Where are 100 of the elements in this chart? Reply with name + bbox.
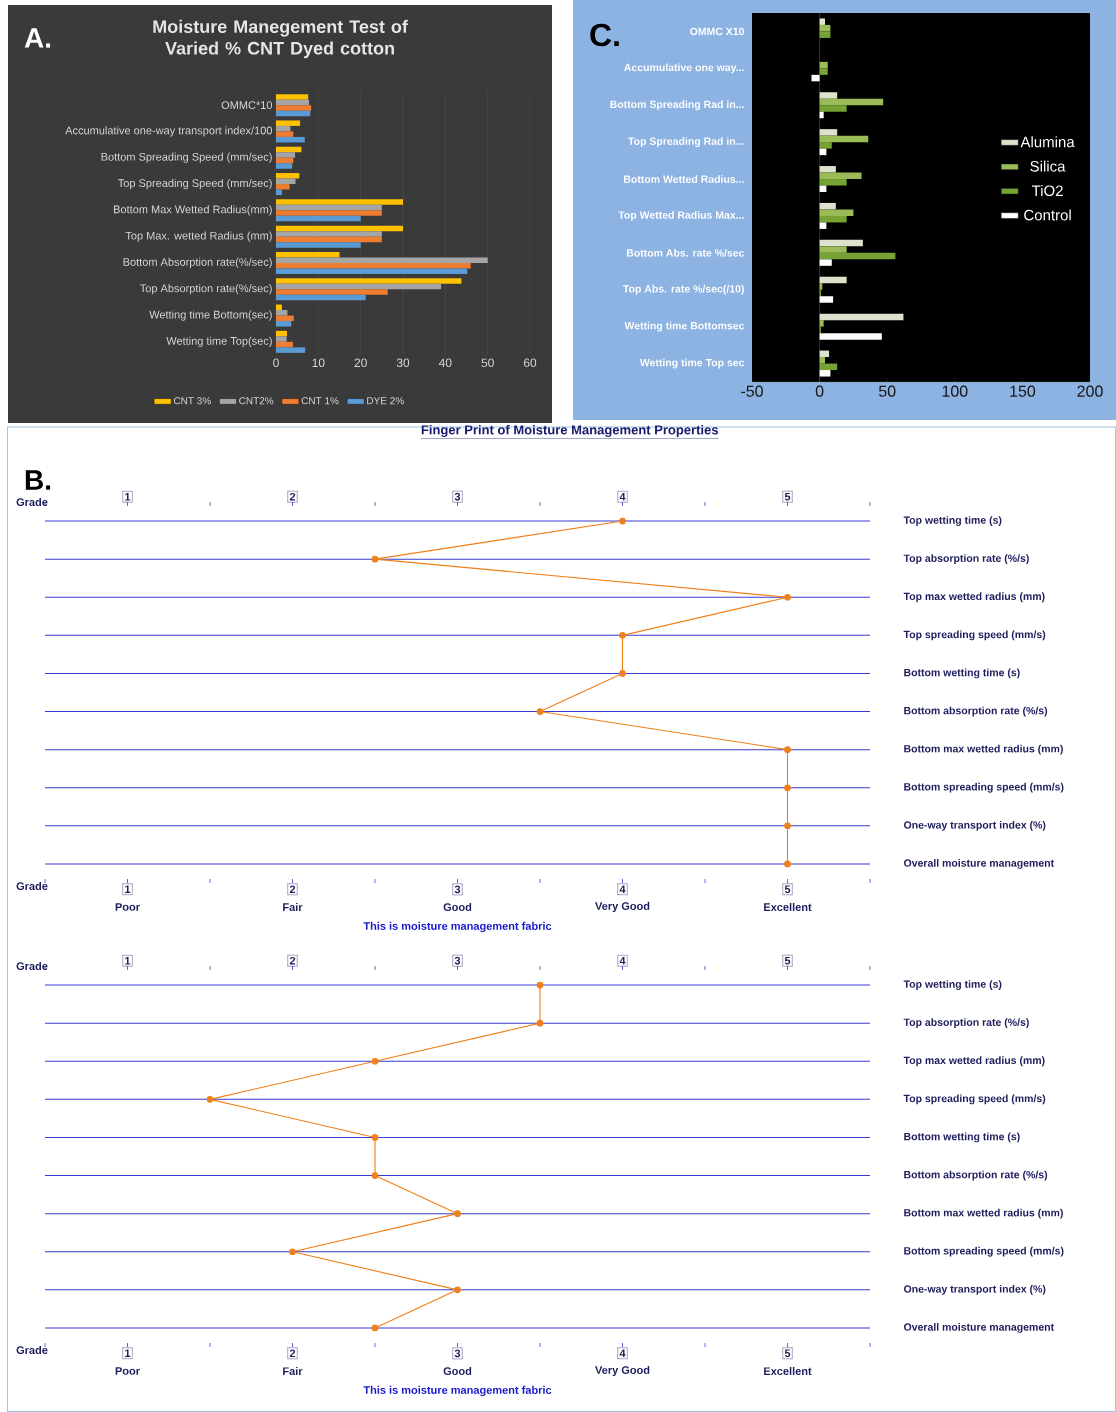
chart-title: Moisture Manegement Test of Varied % CNT Dyed cotton (153, 19, 408, 59)
y-tick-label: Bottom max wetted radius (mm) (904, 744, 1063, 755)
x-tick-label: 50 (878, 385, 896, 397)
y-tick-label: Bottom Spreading Rad in... (610, 100, 744, 111)
y-tick-label: OMMC*10 (221, 101, 273, 110)
y-tick-label: Overall moisture management (903, 1323, 1054, 1333)
y-tick-label: One-way transport index (%) (903, 820, 1046, 831)
text: C. (590, 23, 619, 47)
y-tick-label: Wetting time Bottom(sec) (149, 310, 272, 321)
text: Good (443, 1366, 472, 1376)
x2-tick-label: 1 (125, 885, 131, 893)
x2-tick-label: 1 (125, 1349, 131, 1357)
legend-label: TiO2 (1031, 185, 1063, 197)
y-tick-label: Top absorption rate (%/s) (903, 554, 1029, 565)
x-tick-label: 5 (784, 956, 791, 965)
x-tick-label: 1 (125, 493, 131, 501)
x-axis-title: Grade (16, 1345, 48, 1355)
y-tick-label: Wetting time Top sec (639, 358, 745, 369)
y-tick-label: Bottom absorption rate (%/s) (904, 706, 1048, 717)
y-tick-label: Bottom spreading speed (mm/s) (904, 1246, 1064, 1257)
y-tick-label: Accumulative one-way transport index/100 (65, 126, 272, 137)
y-tick-label: Bottom wetting time (s) (904, 668, 1020, 679)
text: Very Good (595, 901, 650, 913)
x-tick-label: 20 (354, 358, 367, 368)
text: This is moisture management fabric (363, 921, 552, 933)
y-tick-label: Top max wetted radius (mm) (903, 1056, 1045, 1067)
y-tick-label: Bottom spreading speed (mm/s) (904, 782, 1064, 793)
y-tick-label: Top Max. wetted Radius (mm) (125, 231, 272, 242)
x2-tick-label: 2 (289, 1349, 296, 1358)
x-tick-label: 3 (454, 956, 461, 965)
text: Good (443, 902, 472, 912)
x-tick-label: 5 (784, 492, 791, 501)
legend-label: Alumina (1020, 136, 1075, 148)
x2-tick-label: 2 (289, 885, 296, 894)
y-tick-label: Top spreading speed (mm/s) (903, 630, 1046, 641)
x2-tick-label: 3 (454, 885, 461, 894)
y-tick-label: Bottom Absorption rate(%/sec) (123, 257, 272, 269)
x-tick-label: 2 (289, 492, 296, 501)
y-tick-label: Bottom Spreading Speed (mm/sec) (101, 152, 272, 163)
y-tick-label: Bottom Abs. rate %/sec (626, 248, 745, 257)
x-tick-label: 4 (619, 493, 626, 501)
x-tick-label: -50 (741, 385, 763, 397)
y-tick-label: Bottom Wetted Radius... (624, 175, 744, 183)
x-tick-label: 100 (942, 385, 968, 397)
text: Poor (115, 903, 140, 911)
text: B. (25, 470, 51, 490)
text: Poor (115, 1367, 140, 1375)
x-tick-label: 30 (396, 358, 410, 368)
x-axis-title: Grade (16, 881, 48, 891)
y-tick-label: One-way transport index (%) (903, 1284, 1046, 1295)
x-tick-label: 0 (815, 385, 824, 397)
text: Very Good (595, 1365, 650, 1377)
legend-label: CNT 1% (301, 397, 339, 405)
y-tick-label: Top Spreading Speed (mm/sec) (118, 178, 272, 190)
y-tick-label: Top Abs. rate %/sec(/10) (623, 284, 744, 295)
y-tick-label: Bottom Max Wetted Radius(mm) (114, 205, 272, 216)
x2-axis-title: Grade (16, 961, 48, 971)
x-tick-label: 0 (273, 358, 279, 368)
x-tick-label: 200 (1077, 385, 1103, 397)
x2-tick-label: 5 (784, 1349, 791, 1358)
y-tick-label: Bottom absorption rate (%/s) (904, 1170, 1048, 1181)
x-tick-label: 50 (481, 358, 494, 368)
y-tick-label: Top absorption rate (%/s) (903, 1018, 1029, 1029)
y-tick-label: Top wetting time (s) (903, 980, 1002, 990)
x-tick-label: 40 (438, 358, 452, 368)
y-tick-label: Wetting time Bottomsec (624, 321, 745, 332)
x2-axis-title: Grade (16, 497, 48, 507)
y-tick-label: Top Spreading Rad in... (628, 137, 744, 148)
legend-label: Silica (1030, 160, 1066, 172)
x2-tick-label: 4 (619, 1349, 626, 1357)
x-tick-label: 3 (454, 492, 461, 501)
text: A. (24, 28, 51, 48)
x-tick-label: 4 (619, 957, 626, 965)
y-tick-label: Accumulative one way... (624, 63, 744, 74)
text: This is moisture management fabric (363, 1385, 552, 1397)
legend-label: CNT2% (239, 397, 274, 405)
y-tick-label: Wetting time Top(sec) (166, 336, 272, 347)
y-tick-label: Top Absorption rate(%/sec) (140, 284, 272, 295)
x2-tick-label: 5 (784, 885, 791, 894)
x-tick-label: 2 (289, 956, 296, 965)
x-tick-label: 150 (1010, 385, 1036, 397)
y-tick-label: Top spreading speed (mm/s) (903, 1094, 1046, 1105)
legend-label: DYE 2% (367, 397, 404, 405)
y-tick-label: Bottom wetting time (s) (904, 1132, 1020, 1143)
y-tick-label: Overall moisture management (903, 859, 1054, 869)
y-tick-label: OMMC X10 (690, 27, 745, 36)
legend-label: CNT 3% (173, 397, 211, 405)
x-tick-label: 1 (125, 957, 131, 965)
text: Excellent (764, 902, 812, 912)
text: Excellent (764, 1366, 812, 1376)
chart-title: Finger Print of Moisture Management Properties (421, 424, 718, 438)
y-tick-label: Bottom max wetted radius (mm) (904, 1208, 1063, 1219)
x-tick-label: 60 (523, 358, 537, 368)
x2-tick-label: 3 (454, 1349, 461, 1358)
y-tick-label: Top Wetted Radius Max... (618, 211, 744, 221)
legend-label: Control (1024, 209, 1071, 221)
text: Fair (283, 1366, 303, 1376)
y-tick-label: Top max wetted radius (mm) (903, 592, 1045, 603)
text: Fair (283, 902, 303, 912)
x-tick-label: 10 (312, 358, 325, 368)
